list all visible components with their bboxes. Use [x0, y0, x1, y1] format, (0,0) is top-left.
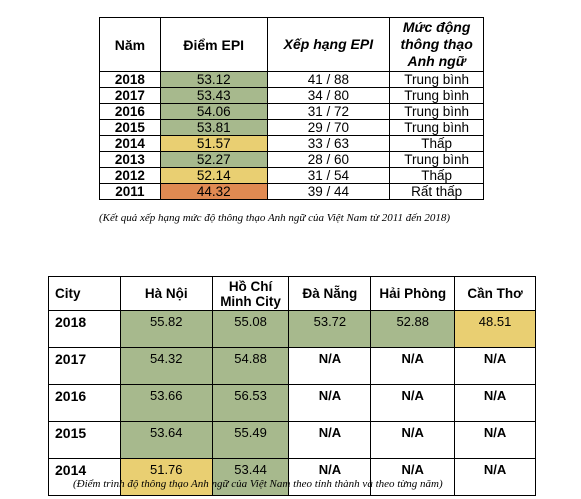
header-hanoi: Hà Nội — [119, 276, 213, 311]
epi-score-cell: 44.32 — [159, 183, 268, 200]
table-row: 2017 53.43 34 / 80 Trung bình — [99, 87, 484, 104]
epi-rank-cell: 39 / 44 — [266, 183, 391, 200]
epi-score-cell: 51.57 — [159, 135, 268, 152]
header-can-tho: Cần Thơ — [454, 276, 536, 311]
year-cell: 2014 — [99, 135, 161, 152]
year-cell: 2018 — [99, 71, 161, 88]
header-hai-phong: Hải Phòng — [370, 276, 456, 311]
proficiency-level-cell: Thấp — [389, 167, 484, 184]
header-year: Năm — [99, 17, 161, 72]
proficiency-level-cell: Rất thấp — [389, 183, 484, 200]
haiphong-cell: N/A — [370, 347, 456, 385]
header-epi-score: Điểm EPI — [159, 17, 268, 72]
table-row: 2014 51.76 53.44 N/A N/A N/A — [48, 458, 536, 496]
hanoi-cell: 53.64 — [119, 421, 213, 459]
haiphong-cell: N/A — [370, 384, 456, 422]
proficiency-level-cell: Trung bình — [389, 119, 484, 136]
table1-caption: (Kết quả xếp hạng mức độ thông thạo Anh … — [99, 212, 451, 224]
proficiency-level-cell: Trung bình — [389, 71, 484, 88]
hcm-cell: 54.88 — [211, 347, 290, 385]
danang-cell: N/A — [288, 421, 372, 459]
epi-rank-cell: 31 / 72 — [266, 103, 391, 120]
epi-rank-cell: 29 / 70 — [266, 119, 391, 136]
year-cell: 2015 — [48, 421, 121, 459]
epi-city-table: City Hà Nội Hồ Chí Minh City Đà Nẵng Hải… — [48, 276, 536, 496]
table-row: 2016 54.06 31 / 72 Trung bình — [99, 103, 484, 120]
table-row: 2015 53.64 55.49 N/A N/A N/A — [48, 421, 536, 459]
table-row: 2016 53.66 56.53 N/A N/A N/A — [48, 384, 536, 422]
hcm-cell: 53.44 — [211, 458, 290, 496]
epi-yearly-table: Năm Điểm EPI Xếp hạng EPI Mức động thông… — [99, 17, 484, 200]
year-cell: 2016 — [48, 384, 121, 422]
year-cell: 2011 — [99, 183, 161, 200]
header-epi-rank: Xếp hạng EPI — [266, 17, 391, 72]
year-cell: 2012 — [99, 167, 161, 184]
hcm-cell: 55.49 — [211, 421, 290, 459]
year-cell: 2018 — [48, 310, 121, 348]
danang-cell: N/A — [288, 384, 372, 422]
cantho-cell: N/A — [454, 421, 536, 459]
table-row: 2012 52.14 31 / 54 Thấp — [99, 167, 484, 184]
table-row: 2013 52.27 28 / 60 Trung bình — [99, 151, 484, 168]
year-cell: 2013 — [99, 151, 161, 168]
haiphong-cell: 52.88 — [370, 310, 456, 348]
epi-rank-cell: 31 / 54 — [266, 167, 391, 184]
proficiency-level-cell: Trung bình — [389, 87, 484, 104]
danang-cell: N/A — [288, 347, 372, 385]
table2-caption: (Điểm trình độ thông thạo Anh ngữ của Vi… — [73, 478, 443, 490]
table-row: 2011 44.32 39 / 44 Rất thấp — [99, 183, 484, 200]
header-proficiency-level: Mức động thông thạo Anh ngữ — [389, 17, 484, 72]
header-da-nang: Đà Nẵng — [288, 276, 372, 311]
hanoi-cell: 51.76 — [119, 458, 213, 496]
table-row: 2018 53.12 41 / 88 Trung bình — [99, 71, 484, 88]
year-cell: 2017 — [99, 87, 161, 104]
table-row: 2015 53.81 29 / 70 Trung bình — [99, 119, 484, 136]
hanoi-cell: 54.32 — [119, 347, 213, 385]
year-cell: 2017 — [48, 347, 121, 385]
epi-score-cell: 53.43 — [159, 87, 268, 104]
header-ho-chi-minh-city: Hồ Chí Minh City — [211, 276, 290, 311]
epi-score-cell: 54.06 — [159, 103, 268, 120]
year-cell: 2015 — [99, 119, 161, 136]
table-row: 2018 55.82 55.08 53.72 52.88 48.51 — [48, 310, 536, 348]
haiphong-cell: N/A — [370, 421, 456, 459]
cantho-cell: N/A — [454, 384, 536, 422]
epi-score-cell: 53.12 — [159, 71, 268, 88]
epi-rank-cell: 34 / 80 — [266, 87, 391, 104]
hanoi-cell: 53.66 — [119, 384, 213, 422]
cantho-cell: N/A — [454, 458, 536, 496]
epi-rank-cell: 41 / 88 — [266, 71, 391, 88]
danang-cell: 53.72 — [288, 310, 372, 348]
proficiency-level-cell: Trung bình — [389, 151, 484, 168]
year-cell: 2014 — [48, 458, 121, 496]
epi-rank-cell: 33 / 63 — [266, 135, 391, 152]
table-header-row: Năm Điểm EPI Xếp hạng EPI Mức động thông… — [99, 17, 484, 72]
cantho-cell: 48.51 — [454, 310, 536, 348]
hcm-cell: 55.08 — [211, 310, 290, 348]
table-row: 2014 51.57 33 / 63 Thấp — [99, 135, 484, 152]
proficiency-level-cell: Thấp — [389, 135, 484, 152]
proficiency-level-cell: Trung bình — [389, 103, 484, 120]
epi-score-cell: 53.81 — [159, 119, 268, 136]
hcm-cell: 56.53 — [211, 384, 290, 422]
epi-rank-cell: 28 / 60 — [266, 151, 391, 168]
hanoi-cell: 55.82 — [119, 310, 213, 348]
table-row: 2017 54.32 54.88 N/A N/A N/A — [48, 347, 536, 385]
epi-score-cell: 52.27 — [159, 151, 268, 168]
epi-score-cell: 52.14 — [159, 167, 268, 184]
table-header-row: City Hà Nội Hồ Chí Minh City Đà Nẵng Hải… — [48, 276, 536, 311]
header-city: City — [48, 276, 121, 311]
cantho-cell: N/A — [454, 347, 536, 385]
year-cell: 2016 — [99, 103, 161, 120]
